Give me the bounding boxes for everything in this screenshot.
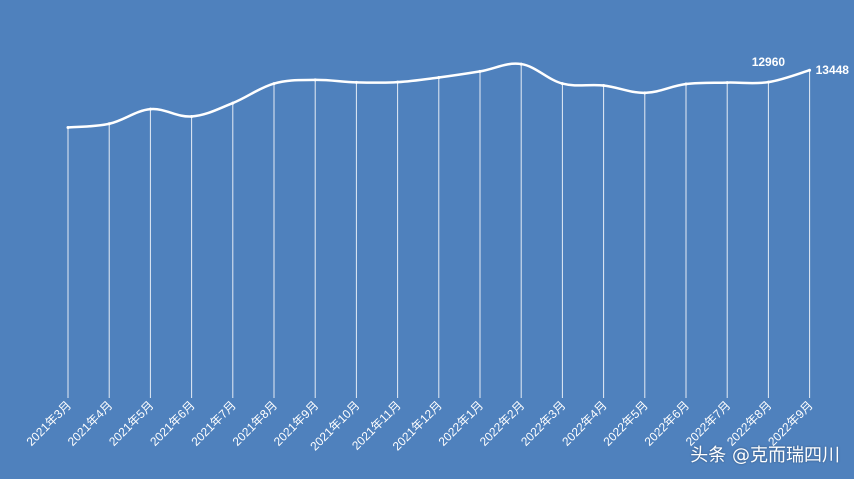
data-point bbox=[396, 80, 400, 84]
watermark: 头条 @克而瑞四川 bbox=[690, 445, 840, 466]
data-point bbox=[437, 75, 441, 79]
data-point bbox=[66, 125, 70, 129]
data-point bbox=[519, 62, 523, 66]
data-point bbox=[148, 107, 152, 111]
data-point bbox=[354, 80, 358, 84]
data-point bbox=[766, 80, 770, 84]
data-label: 13448 bbox=[816, 63, 850, 77]
data-point bbox=[684, 82, 688, 86]
data-point bbox=[272, 82, 276, 86]
data-label: 12960 bbox=[752, 55, 786, 69]
data-point bbox=[231, 101, 235, 105]
data-point bbox=[602, 84, 606, 88]
data-point bbox=[643, 91, 647, 95]
data-point bbox=[808, 68, 812, 72]
data-point bbox=[560, 82, 564, 86]
data-point bbox=[107, 122, 111, 126]
data-point bbox=[313, 78, 317, 82]
data-point bbox=[725, 81, 729, 85]
data-point bbox=[190, 114, 194, 118]
data-point bbox=[478, 69, 482, 73]
